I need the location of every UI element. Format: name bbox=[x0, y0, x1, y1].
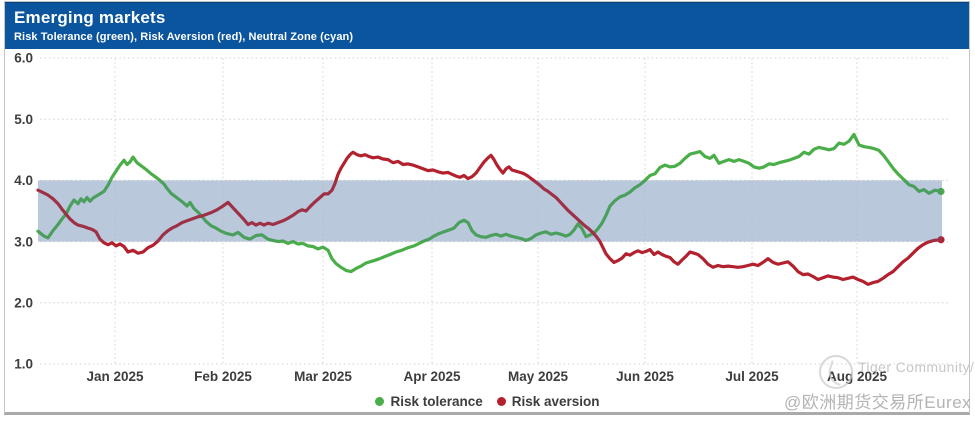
legend-item-risk-aversion[interactable]: Risk aversion bbox=[496, 394, 600, 409]
series-line-risk-aversion bbox=[36, 150, 943, 286]
y-axis-tick-label: 1.0 bbox=[14, 357, 33, 372]
series-end-marker-risk-tolerance bbox=[937, 187, 945, 196]
x-axis-tick-label: Mar 2025 bbox=[294, 369, 352, 384]
risk-aversion-dot-icon bbox=[496, 397, 506, 406]
x-axis-tick-label: Aug 2025 bbox=[827, 369, 888, 384]
series-end-marker-risk-aversion bbox=[937, 236, 945, 244]
legend-item-risk-tolerance[interactable]: Risk tolerance bbox=[375, 394, 483, 409]
chart-legend: Risk tolerance Risk aversion bbox=[0, 394, 975, 409]
x-axis-tick-label: Jun 2025 bbox=[616, 369, 674, 384]
chart-header: Emerging markets Risk Tolerance (green),… bbox=[5, 2, 969, 49]
y-axis-tick-label: 2.0 bbox=[14, 296, 33, 311]
x-axis-tick-label: Feb 2025 bbox=[194, 369, 252, 384]
chart-title: Emerging markets bbox=[14, 8, 166, 27]
risk-tolerance-dot-icon bbox=[375, 397, 385, 406]
chart-subtitle: Risk Tolerance (green), Risk Aversion (r… bbox=[14, 31, 354, 43]
legend-label: Risk aversion bbox=[511, 394, 600, 409]
x-axis-tick-label: Jan 2025 bbox=[86, 369, 144, 384]
y-axis-tick-label: 4.0 bbox=[14, 173, 33, 188]
y-axis-tick-label: 5.0 bbox=[14, 112, 33, 127]
legend-label: Risk tolerance bbox=[390, 394, 483, 409]
neutral-zone-band bbox=[38, 180, 942, 242]
neutral-zone-overlay bbox=[38, 180, 942, 242]
x-axis-tick-label: Jul 2025 bbox=[725, 369, 779, 384]
y-axis-tick-label: 3.0 bbox=[14, 234, 33, 249]
series-line-risk-tolerance bbox=[36, 132, 943, 274]
y-axis-tick-label: 6.0 bbox=[14, 51, 33, 66]
x-axis-tick-label: May 2025 bbox=[508, 369, 569, 384]
x-axis-tick-label: Apr 2025 bbox=[403, 369, 461, 384]
